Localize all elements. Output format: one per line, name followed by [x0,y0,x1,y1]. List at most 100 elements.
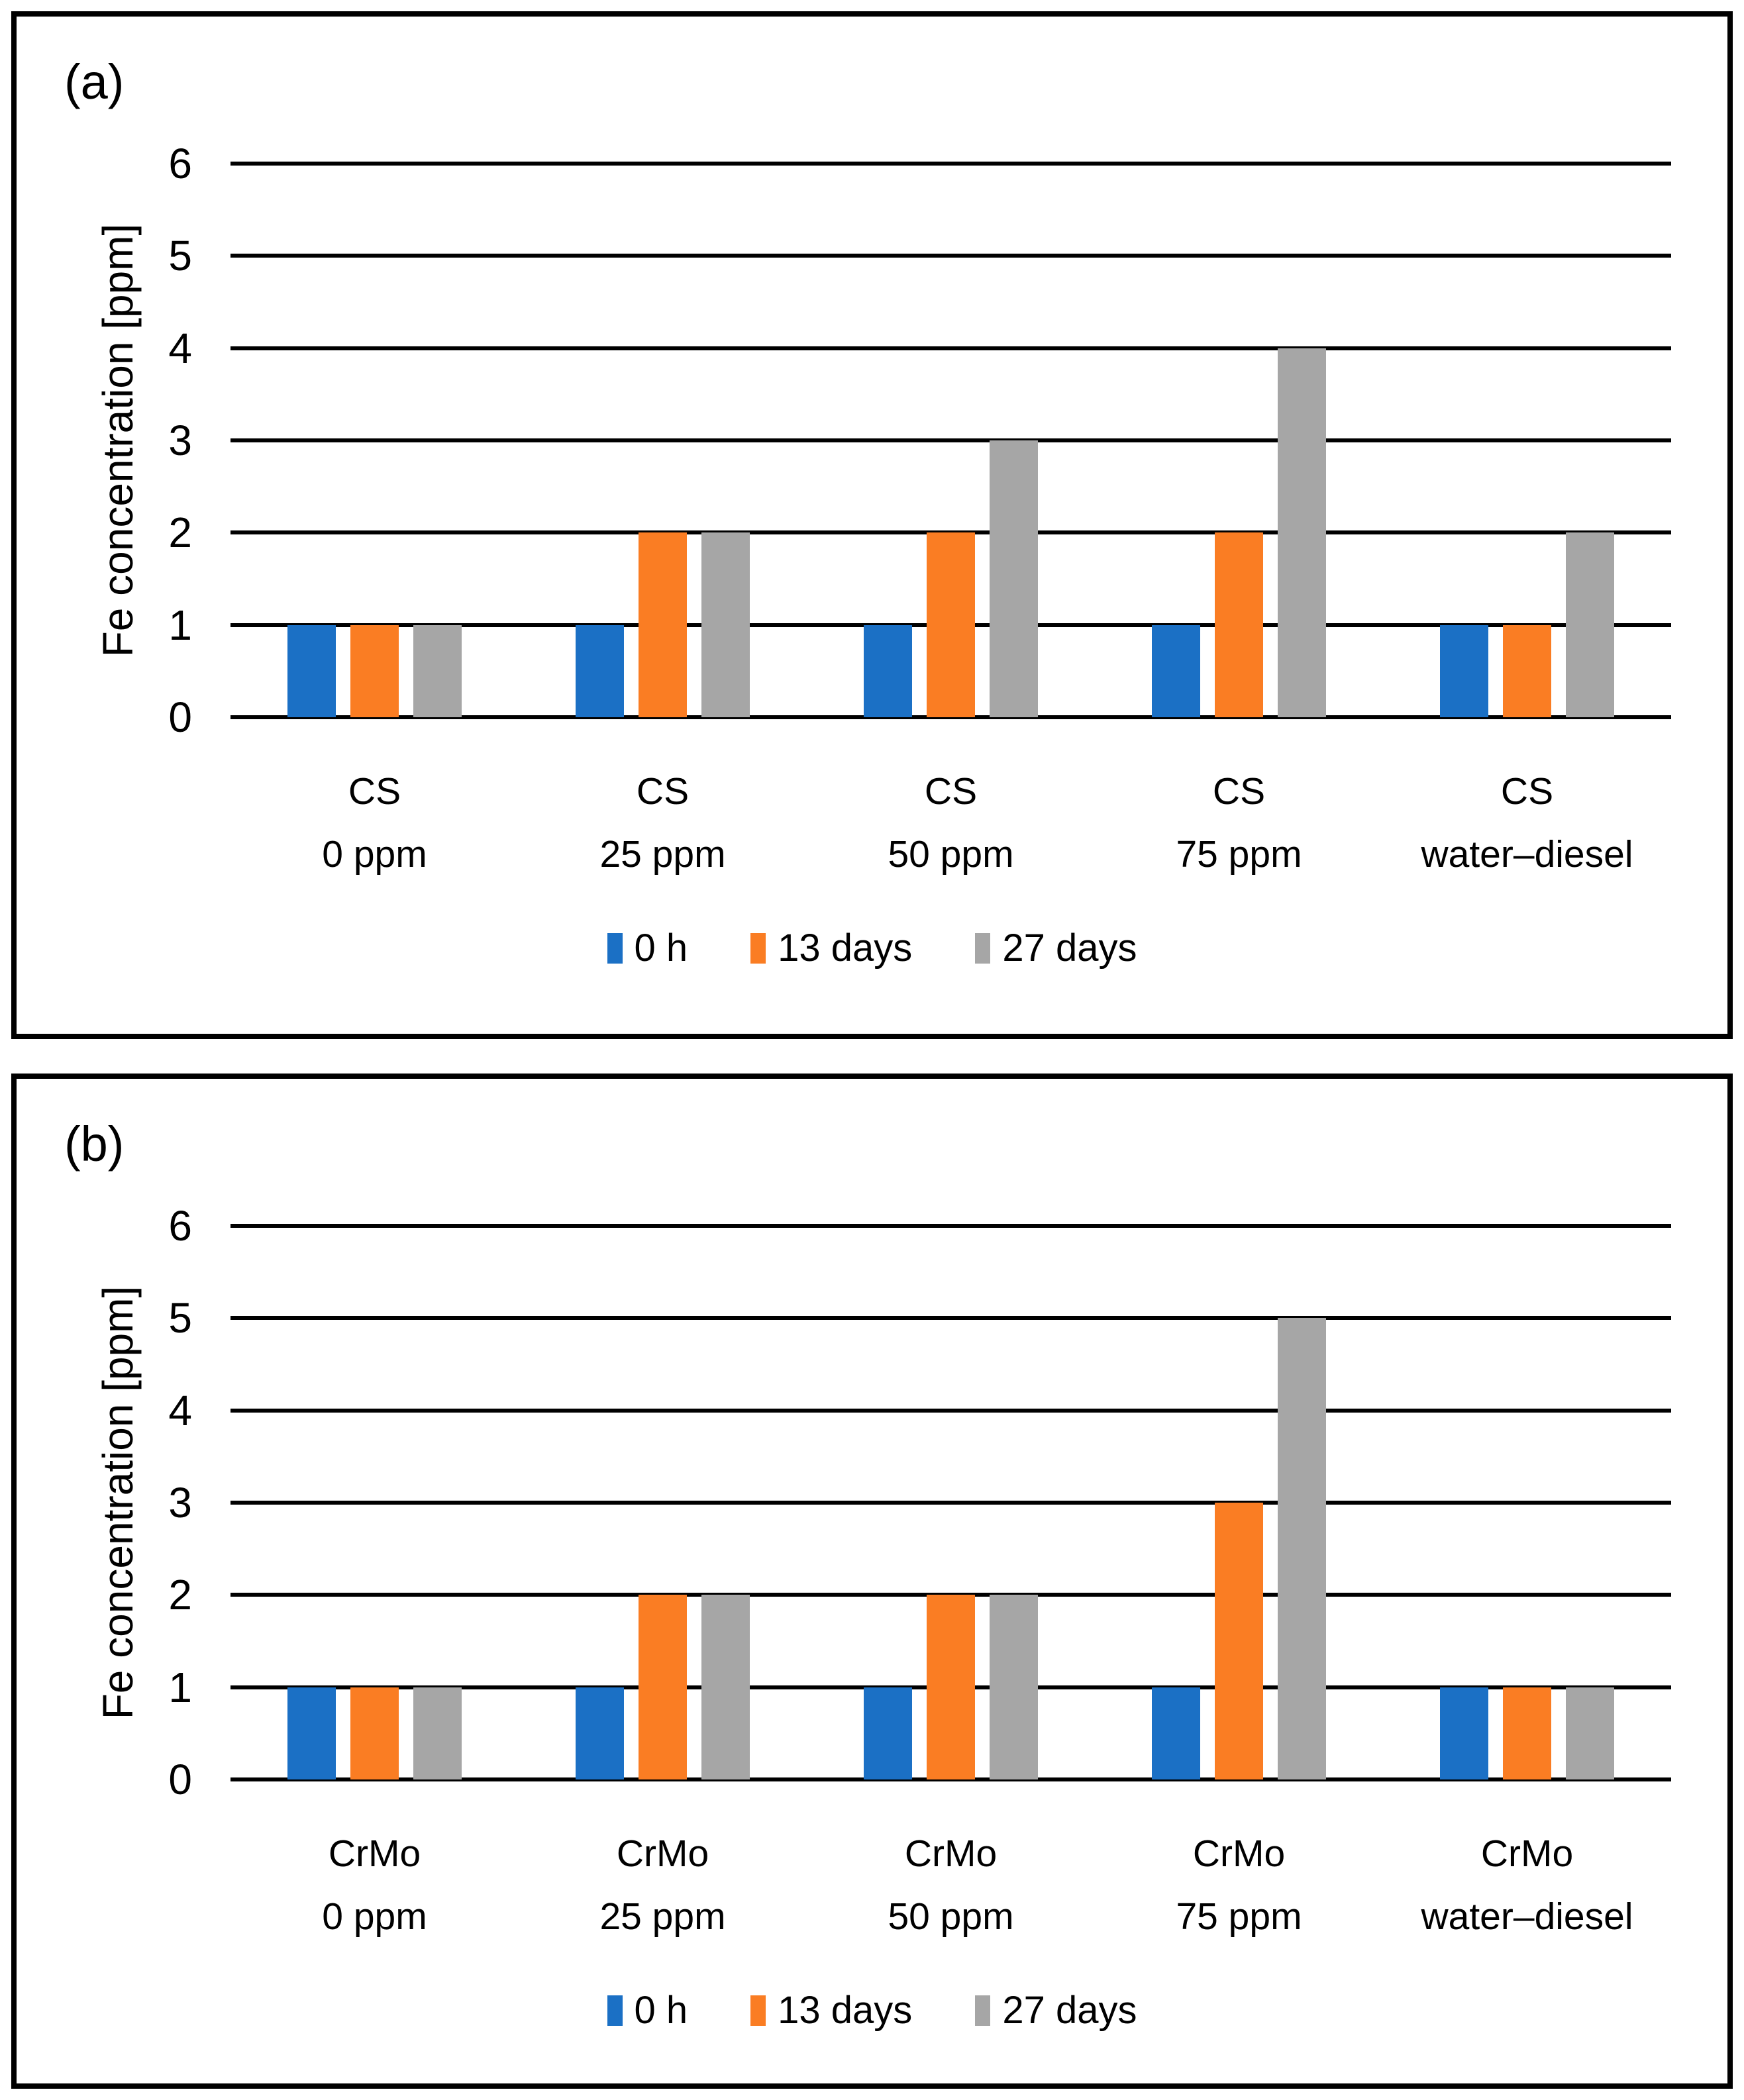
bar-series2-group1 [701,1595,750,1779]
y-tick-label-0: 0 [168,1756,192,1803]
gridline-y6 [231,1224,1671,1228]
bar-series2-group1 [701,532,750,717]
x-tick-line: 50 ppm [888,833,1014,875]
bar-series1-group4 [1503,625,1551,717]
bar-series0-group1 [576,625,624,717]
bar-series2-group3 [1278,348,1326,717]
bar-series0-group1 [576,1687,624,1779]
bar-series1-group3 [1215,532,1263,717]
gridline-y4 [231,346,1671,350]
y-tick-label-1: 1 [168,1663,192,1711]
legend-swatch-icon [607,1995,623,2026]
x-tick-line: CS [348,770,401,813]
x-tick-line: CrMo [904,1832,998,1875]
x-tick-line: 25 ppm [599,833,726,875]
bar-chart-b: 0 1 2 3 4 5 6 CrMo 0 ppm CrMo 25 ppm CrMo 50 ppm CrMo… [17,1079,1727,2083]
gridline-y0 [231,715,1671,719]
x-tick-line: CS [1500,770,1554,813]
x-tick-line: CrMo [1480,1832,1574,1875]
bar-series0-group0 [287,1687,336,1779]
x-tick-line: 50 ppm [888,1895,1014,1938]
x-tick-label-2: CrMo 50 ppm [807,1823,1095,1948]
bar-series2-group0 [413,1687,462,1779]
gridline-y3 [231,438,1671,442]
panel-b: (b) Fe concentration [ppm] 0 1 2 3 4 5 6 CrMo 0 … [11,1074,1733,2089]
x-tick-line: CrMo [328,1832,421,1875]
bar-series2-group2 [990,440,1038,717]
legend: 0 h 13 days 27 days [17,929,1727,968]
panel-a: (a) Fe concentration [ppm] 0 1 2 3 4 5 6 CS 0 pp… [11,11,1733,1039]
bar-series1-group0 [350,1687,399,1779]
x-tick-label-2: CS 50 ppm [807,760,1095,886]
bar-series1-group2 [927,1595,975,1779]
y-tick-label-3: 3 [168,417,192,464]
y-tick-label-4: 4 [168,324,192,372]
legend-label: 27 days [1002,1989,1137,2032]
bar-series2-group4 [1566,532,1614,717]
legend-label: 0 h [634,926,688,970]
gridline-y5 [231,1316,1671,1321]
bar-series1-group3 [1215,1503,1263,1779]
x-tick-line: CS [1212,770,1266,813]
legend-label: 27 days [1002,926,1137,970]
x-tick-label-0: CrMo 0 ppm [231,1823,519,1948]
bar-series2-group3 [1278,1318,1326,1779]
y-tick-label-6: 6 [168,1202,192,1250]
x-tick-line: 0 ppm [322,1895,427,1938]
gridline-y3 [231,1501,1671,1505]
bar-series2-group0 [413,625,462,717]
x-tick-label-1: CrMo 25 ppm [519,1823,807,1948]
x-tick-line: 75 ppm [1176,1895,1302,1938]
gridline-y5 [231,254,1671,258]
bar-series2-group4 [1566,1687,1614,1779]
legend-item: 0 h [607,929,688,968]
bar-series1-group4 [1503,1687,1551,1779]
y-tick-label-5: 5 [168,232,192,280]
bar-series1-group2 [927,532,975,717]
legend-label: 13 days [778,926,913,970]
y-tick-label-0: 0 [168,693,192,741]
bar-series0-group4 [1440,1687,1488,1779]
legend-item: 13 days [750,1991,912,2030]
x-tick-line: 0 ppm [322,833,427,875]
bar-series0-group3 [1152,1687,1200,1779]
y-tick-label-6: 6 [168,140,192,187]
legend-label: 0 h [634,1989,688,2032]
x-tick-label-3: CS 75 ppm [1095,760,1383,886]
y-tick-label-5: 5 [168,1294,192,1342]
gridline-y4 [231,1408,1671,1413]
x-tick-label-4: CS water–diesel [1383,760,1671,886]
x-tick-line: CrMo [1192,1832,1286,1875]
y-tick-label-2: 2 [168,509,192,557]
y-tick-label-3: 3 [168,1479,192,1526]
panel-label-a: (a) [64,54,125,109]
x-tick-line: 25 ppm [599,1895,726,1938]
legend-item: 27 days [975,929,1137,968]
x-tick-line: 75 ppm [1176,833,1302,875]
legend-swatch-icon [607,933,623,964]
gridline-y6 [231,162,1671,166]
x-tick-label-1: CS 25 ppm [519,760,807,886]
x-tick-line: CrMo [616,1832,709,1875]
x-tick-line: water–diesel [1421,1895,1633,1938]
bar-series1-group1 [639,1595,687,1779]
legend-swatch-icon [975,933,991,964]
y-tick-label-1: 1 [168,601,192,649]
bar-series2-group2 [990,1595,1038,1779]
bar-series0-group4 [1440,625,1488,717]
x-tick-line: CS [924,770,978,813]
gridline-y0 [231,1777,1671,1781]
x-tick-label-3: CrMo 75 ppm [1095,1823,1383,1948]
legend: 0 h 13 days 27 days [17,1991,1727,2030]
legend-item: 27 days [975,1991,1137,2030]
y-tick-label-2: 2 [168,1571,192,1619]
legend-item: 0 h [607,1991,688,2030]
bar-series0-group0 [287,625,336,717]
x-tick-line: CS [636,770,690,813]
bar-series0-group3 [1152,625,1200,717]
bar-series1-group0 [350,625,399,717]
bar-series0-group2 [864,625,912,717]
x-tick-label-4: CrMo water–diesel [1383,1823,1671,1948]
legend-swatch-icon [750,933,766,964]
